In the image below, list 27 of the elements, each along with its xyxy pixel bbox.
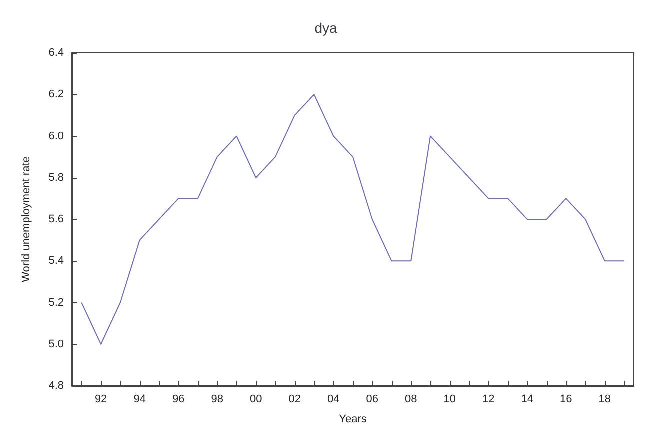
y-tick-label: 6.4 [48,47,64,59]
chart-title: dya [314,20,338,36]
y-tick-label: 5.0 [48,338,64,350]
x-tick-label: 98 [211,394,224,406]
line-series [81,94,625,345]
x-tick-label: 10 [444,394,456,406]
x-tick-label: 92 [94,394,108,406]
y-tick-label: 6.2 [48,88,64,101]
x-tick-label: 16 [560,394,572,406]
x-tick-label: 00 [250,394,262,406]
x-tick-label: 96 [172,394,185,406]
x-tick-label: 18 [598,394,612,406]
x-axis-title: Years [339,414,368,426]
y-tick-label: 4.8 [48,380,64,392]
x-tick-label: 94 [134,394,146,406]
y-axis-title: World unemployment rate [20,156,32,282]
x-tick-label: 02 [288,394,301,406]
x-tick-label: 08 [405,394,418,406]
y-tick-label: 5.8 [48,172,64,184]
y-tick-label: 5.6 [48,214,64,226]
y-tick-label: 5.4 [48,255,64,268]
x-tick-label: 04 [327,394,340,406]
x-tick-label: 06 [366,394,379,406]
x-tick-label: 14 [521,394,534,406]
y-tick-label: 5.2 [48,296,64,309]
y-tick-label: 6.0 [48,130,64,142]
x-tick-label: 12 [482,394,495,406]
